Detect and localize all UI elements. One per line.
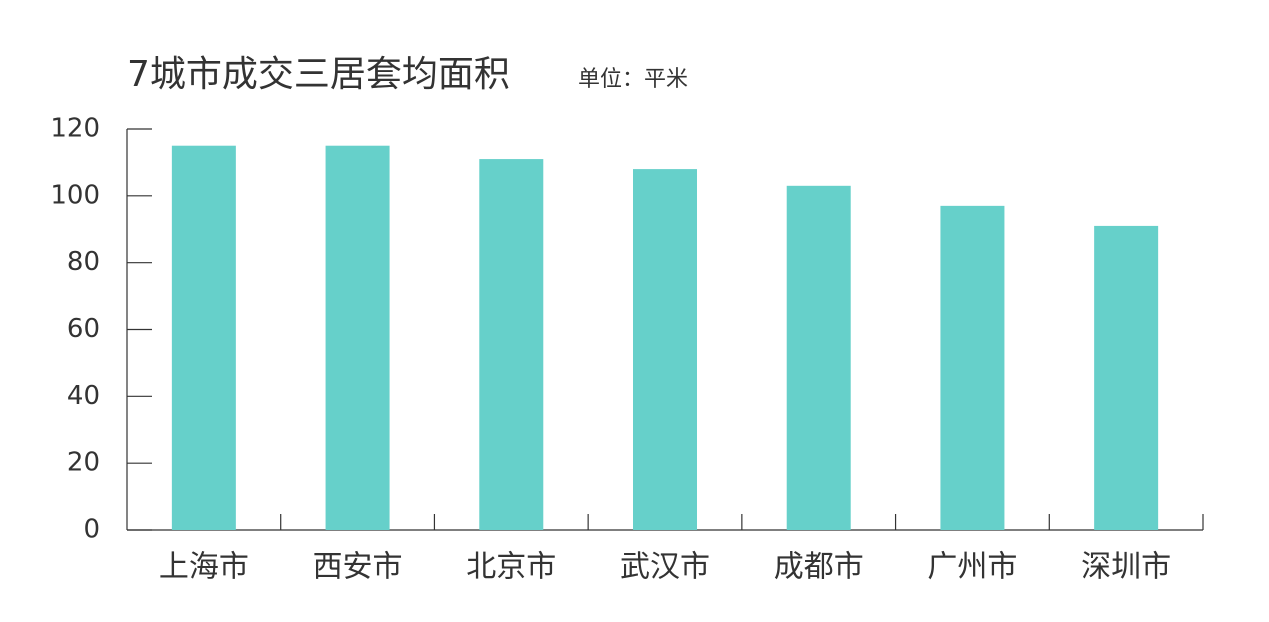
y-tick-label: 0 [83, 515, 100, 545]
bar [325, 145, 390, 531]
chart-subtitle: 单位：平米 [578, 67, 688, 92]
bar [479, 159, 544, 530]
bar [1094, 225, 1159, 531]
y-tick-label: 60 [67, 314, 100, 344]
y-tick-label: 120 [50, 114, 100, 144]
x-tick-label: 深圳市 [1081, 550, 1171, 585]
bar [940, 205, 1005, 530]
x-tick-label: 西安市 [313, 550, 403, 585]
bar [633, 169, 697, 530]
x-tick-label: 武汉市 [620, 550, 710, 585]
x-tick-label: 广州市 [927, 550, 1017, 585]
x-tick-label: 北京市 [466, 550, 556, 585]
y-tick-label: 40 [67, 381, 100, 411]
y-tick-label: 20 [67, 448, 100, 478]
bar [786, 185, 851, 530]
x-tick-label: 成都市 [774, 550, 864, 585]
chart-title: 7城市成交三居套均面积 [127, 54, 510, 95]
bar [171, 145, 236, 531]
x-tick-label: 上海市 [159, 550, 249, 585]
y-tick-label: 80 [67, 247, 100, 277]
y-tick-label: 100 [50, 180, 100, 210]
